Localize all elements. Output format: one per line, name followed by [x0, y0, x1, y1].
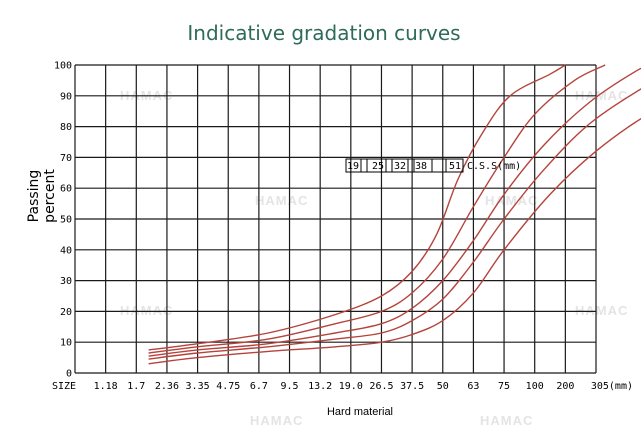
legend-label-32: 32: [394, 161, 406, 172]
x-tick-label: 100: [526, 381, 544, 392]
gradation-curve-25: [148, 64, 606, 354]
gradation-curve-51: [148, 117, 641, 365]
y-tick-label: 10: [60, 338, 72, 349]
y-tick-label: 0: [66, 369, 72, 380]
watermark-text: HAMAC: [575, 88, 628, 103]
y-axis-label-line2: percent: [42, 169, 58, 223]
legend: 19 25 32 38 51 C.S.S(mm): [345, 158, 521, 173]
x-tick-label: 37.5: [400, 381, 424, 392]
watermark-text: HAMAC: [575, 303, 628, 318]
gradation-curve-38: [148, 88, 641, 360]
x-tick-label: 3.35: [186, 381, 210, 392]
x-tick-label: 1.18: [94, 381, 118, 392]
gradation-curve-32: [148, 67, 641, 357]
y-axis-label-line1: Passing: [26, 170, 42, 223]
watermark-text: HAMAC: [255, 193, 308, 208]
watermark-text: HAMAC: [120, 303, 173, 318]
y-tick-label: 30: [60, 276, 72, 287]
y-tick-label: 60: [60, 184, 72, 195]
x-tick-label: 9.5: [280, 381, 298, 392]
legend-box: [345, 158, 464, 173]
legend-label-38: 38: [415, 161, 427, 172]
x-tick-label: 200: [556, 381, 574, 392]
x-tick-label: 50: [437, 381, 449, 392]
legend-label-25: 25: [372, 161, 384, 172]
y-tick-label: 100: [54, 61, 72, 72]
y-axis-ticks: 0 10 20 30 40 50 60 70 80 90 100: [54, 61, 72, 380]
y-axis-label: Passing percent: [26, 169, 58, 223]
x-tick-label: 305(mm): [591, 381, 633, 392]
gradation-curve-19: [148, 64, 566, 351]
series-layer: [148, 64, 641, 365]
y-tick-label: 90: [60, 91, 72, 102]
y-tick-label: 70: [60, 153, 72, 164]
y-tick-label: 80: [60, 122, 72, 133]
x-axis-label: Hard material: [327, 406, 393, 418]
legend-label-51: 51: [449, 161, 461, 172]
y-tick-label: 40: [60, 245, 72, 256]
x-tick-label: 2.36: [155, 381, 179, 392]
watermark-text: HAMAC: [480, 413, 533, 428]
legend-suffix: C.S.S(mm): [467, 161, 521, 172]
x-tick-label: 63: [467, 381, 479, 392]
x-tick-label: 13.2: [308, 381, 332, 392]
y-tick-label: 50: [60, 215, 72, 226]
x-tick-label: 26.5: [369, 381, 393, 392]
chart-title: Indicative gradation curves: [187, 21, 460, 45]
x-axis-ticks: 1.18 1.7 2.36 3.35 4.75 6.7 9.5 13.2 19.0 26.5 37.…: [94, 381, 633, 392]
x-tick-label: 75: [498, 381, 510, 392]
x-tick-label: 19.0: [339, 381, 363, 392]
x-tick-label: 6.7: [250, 381, 268, 392]
watermark-text: HAMAC: [250, 413, 303, 428]
legend-label-19: 19: [347, 161, 359, 172]
x-tick-label: 4.75: [216, 381, 240, 392]
x-axis-name: SIZE: [52, 381, 76, 392]
y-tick-label: 20: [60, 307, 72, 318]
x-tick-label: 1.7: [127, 381, 145, 392]
watermark-text: HAMAC: [485, 193, 538, 208]
chart-grid: [74, 64, 597, 374]
